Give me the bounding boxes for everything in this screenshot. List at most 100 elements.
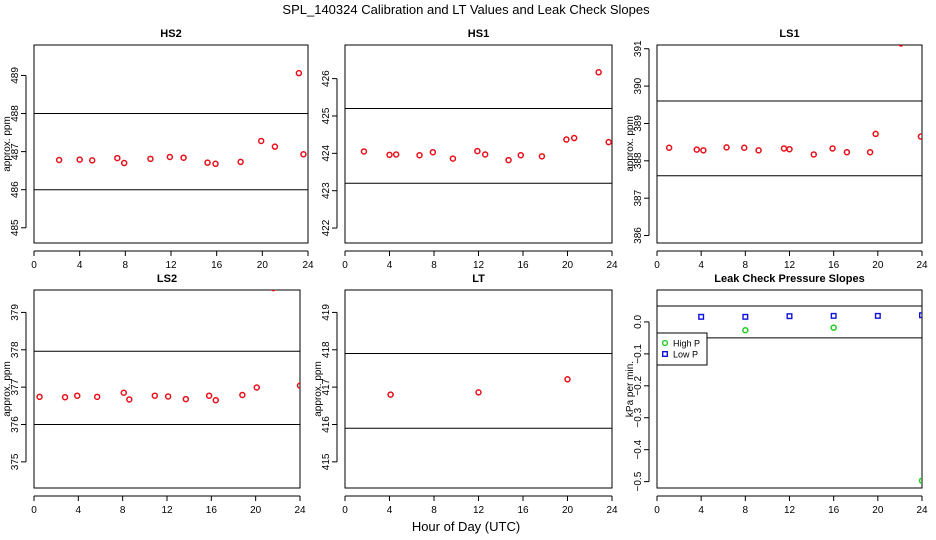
data-point	[257, 137, 265, 145]
y-tick-label: 486	[10, 181, 21, 198]
panel-6: Leak Check Pressure Slopes kPa per min. 0 4…	[625, 273, 928, 516]
x-tick-label: 4	[387, 260, 393, 271]
data-points	[387, 376, 571, 398]
y-axis-label: kPa per min.	[625, 361, 636, 417]
data-point	[665, 144, 673, 151]
x-tick-label: 20	[872, 505, 884, 516]
data-point	[271, 143, 279, 150]
x-tick-label: 24	[606, 260, 618, 271]
y-tick-label: 415	[321, 453, 332, 470]
data-point	[700, 147, 707, 154]
y-tick-label: 418	[321, 341, 332, 358]
y-tick-label: 489	[10, 67, 21, 84]
x-tick-label: 0	[342, 505, 348, 516]
x-tick-label: 20	[250, 505, 262, 516]
y-tick-label: −0.1	[633, 344, 644, 364]
data-points	[55, 69, 307, 168]
x-tick-label: 8	[743, 505, 749, 516]
x-tick-label: 16	[828, 505, 840, 516]
x-tick-label: 12	[473, 260, 485, 271]
plot-frame	[33, 44, 309, 244]
x-tick-label: 24	[302, 260, 314, 271]
data-point	[387, 391, 394, 398]
y-tick-label: −0.4	[633, 439, 644, 459]
x-tick-label: 16	[828, 260, 840, 271]
y-tick-label: 375	[10, 453, 21, 470]
data-points	[665, 45, 922, 158]
data-point	[605, 138, 612, 146]
data-point	[147, 155, 154, 163]
y-tick-label: 417	[321, 378, 332, 395]
y-tick-label: 0.0	[633, 315, 644, 329]
x-tick-label: 4	[76, 505, 82, 516]
y-tick-label: 424	[321, 145, 332, 162]
panel-title: HS2	[160, 28, 181, 40]
plot-frame	[656, 289, 923, 489]
data-point	[416, 151, 423, 159]
legend-label: Low P	[673, 350, 698, 360]
legend-marker	[661, 339, 669, 347]
data-point	[517, 151, 525, 159]
y-tick-label: 416	[321, 416, 332, 433]
panel-title: HS1	[468, 28, 489, 40]
x-tick-label: 16	[517, 260, 529, 271]
data-point	[36, 393, 43, 401]
data-point	[918, 477, 922, 484]
x-tick-label: 12	[473, 505, 485, 516]
y-axis-label: approx. ppm	[2, 116, 13, 172]
data-point	[166, 153, 174, 161]
data-point	[212, 160, 219, 168]
panel-3: LS1 approx. ppm 0 4 8 12 16 20 24 386 387 388 389 390…	[625, 28, 928, 271]
data-point	[253, 384, 261, 391]
data-point	[93, 393, 101, 401]
plot-frame	[656, 44, 923, 244]
plot-frame	[33, 289, 301, 489]
y-tick-label: 422	[321, 219, 332, 236]
data-point	[742, 326, 749, 334]
data-point	[474, 147, 481, 155]
x-tick-label: 12	[784, 505, 796, 516]
y-tick-label: 379	[10, 304, 21, 321]
data-point	[693, 146, 700, 153]
data-point	[164, 393, 172, 400]
data-point	[780, 145, 788, 152]
data-point	[237, 158, 244, 166]
y-tick-label: 391	[633, 40, 644, 57]
data-point	[73, 392, 81, 399]
y-tick-label: 423	[321, 182, 332, 199]
data-point	[151, 392, 159, 399]
x-tick-label: 24	[916, 260, 928, 271]
x-tick-label: 4	[698, 260, 704, 271]
x-tick-label: 16	[211, 260, 223, 271]
data-point	[919, 312, 922, 319]
x-tick-label: 24	[294, 505, 306, 516]
panel-5: LT approx. ppm 0 4 8 12 16 20 24 415 416 417 418 419	[313, 273, 618, 516]
data-point	[126, 396, 133, 403]
plot-frame	[344, 289, 613, 489]
figure-xlabel: Hour of Day (UTC)	[412, 519, 520, 534]
x-tick-label: 24	[606, 505, 618, 516]
figure-title: SPL_140324 Calibration and LT Values and…	[282, 2, 650, 17]
data-point	[295, 69, 303, 77]
x-tick-label: 0	[654, 260, 660, 271]
data-point	[300, 151, 307, 158]
y-tick-label: 485	[10, 219, 21, 236]
panel-title: LS2	[157, 273, 177, 285]
data-point	[481, 151, 489, 158]
data-point	[742, 313, 749, 320]
data-point	[204, 159, 211, 166]
data-point	[505, 156, 512, 164]
data-point	[120, 389, 128, 396]
x-tick-label: 8	[431, 505, 437, 516]
y-tick-label: 426	[321, 70, 332, 87]
data-point	[475, 389, 482, 396]
y-axis-label: approx. ppm	[625, 116, 636, 172]
y-tick-label: 390	[633, 77, 644, 94]
y-tick-label: −0.3	[633, 407, 644, 427]
data-point	[55, 156, 63, 164]
y-axis-label: approx. ppm	[2, 361, 13, 417]
y-axis-label: approx. ppm	[313, 361, 324, 417]
data-point	[392, 151, 400, 158]
data-point	[698, 313, 705, 320]
